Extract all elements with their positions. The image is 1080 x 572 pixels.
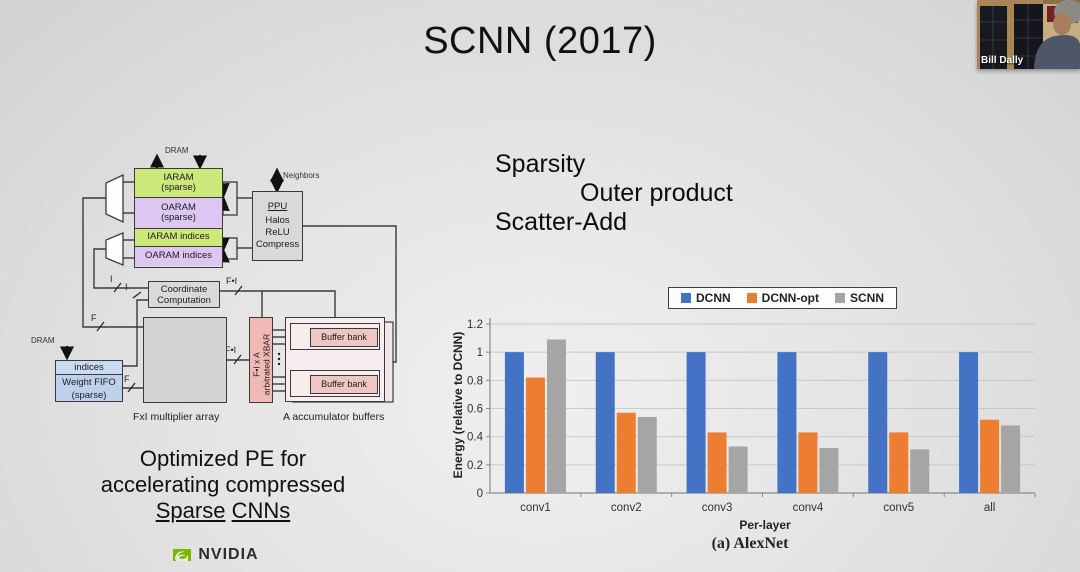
svg-text:0.6: 0.6 bbox=[467, 404, 483, 416]
chart-caption: (a) AlexNet bbox=[711, 535, 789, 552]
legend-swatch-dcnn bbox=[681, 293, 691, 303]
chart-x-axis-label: Per-layer bbox=[739, 518, 791, 532]
wire-label-i-mux: I bbox=[110, 274, 113, 284]
svg-text:0.2: 0.2 bbox=[467, 460, 483, 472]
legend-item-dcnn: DCNN bbox=[681, 291, 731, 305]
svg-text:1.2: 1.2 bbox=[467, 319, 483, 331]
webcam-name-label: Bill Dally bbox=[981, 55, 1024, 66]
bullet-list: Sparsity Outer product Scatter-Add bbox=[495, 150, 733, 237]
legend-item-dcnn-opt: DCNN-opt bbox=[746, 291, 819, 305]
oaram-indices-block: OARAM indices bbox=[135, 247, 222, 266]
multiplier-array-caption: FxI multiplier array bbox=[133, 411, 220, 423]
accumulator-buffers-caption: A accumulator buffers bbox=[283, 411, 385, 423]
xbar-block: F•I x A arbitrated XBAR bbox=[249, 317, 273, 403]
svg-text:0.8: 0.8 bbox=[467, 375, 483, 387]
indices-row: indices bbox=[56, 361, 122, 375]
bullet-outer-product: Outer product bbox=[580, 179, 733, 207]
webcam-video-frame bbox=[977, 0, 1080, 69]
weight-fifo-block: indices Weight FIFO (sparse) bbox=[55, 360, 123, 402]
wire-label-f-fifo: F bbox=[124, 374, 130, 384]
nvidia-wordmark: NVIDIA bbox=[198, 546, 259, 563]
wire-label-fi-array: F•I bbox=[225, 345, 236, 355]
wire-label-f-top: F bbox=[91, 313, 97, 323]
svg-text:conv5: conv5 bbox=[883, 502, 914, 514]
bullet-sparsity: Sparsity bbox=[495, 150, 586, 178]
svg-text:all: all bbox=[984, 502, 996, 514]
svg-text:1: 1 bbox=[477, 347, 483, 359]
wire-label-i-indices: I bbox=[125, 282, 128, 292]
pe-summary-text: Optimized PE for accelerating compressed… bbox=[100, 446, 346, 523]
iaram-indices-block: IARAM indices bbox=[135, 229, 222, 247]
accumulator-buffers-block: Buffer bank Buffer bank bbox=[285, 317, 385, 402]
bullet-scatter-add: Scatter-Add bbox=[495, 208, 628, 236]
dram-top-label: DRAM bbox=[165, 146, 189, 155]
slide-title: SCNN (2017) bbox=[423, 20, 657, 62]
svg-text:conv3: conv3 bbox=[702, 502, 733, 514]
dram-left-label: DRAM bbox=[31, 336, 55, 345]
svg-text:conv2: conv2 bbox=[611, 502, 642, 514]
neighbors-label: Neighbors bbox=[283, 171, 320, 180]
buffer-bank: Buffer bank bbox=[310, 327, 378, 347]
coordinate-computation-block: Coordinate Computation bbox=[148, 281, 220, 308]
webcam-thumbnail[interactable]: Bill Dally bbox=[977, 0, 1080, 69]
accumulator-row: Buffer bank bbox=[290, 323, 380, 350]
legend-swatch-dcnn-opt bbox=[746, 293, 757, 303]
legend-swatch-scnn bbox=[835, 293, 845, 303]
svg-text:0: 0 bbox=[477, 488, 483, 500]
nvidia-logo: NVIDIA bbox=[160, 546, 270, 564]
accumulator-row: Buffer bank bbox=[290, 370, 380, 397]
svg-text:conv1: conv1 bbox=[520, 502, 551, 514]
svg-text:conv4: conv4 bbox=[793, 502, 824, 514]
svg-text:0.4: 0.4 bbox=[467, 432, 484, 444]
oaram-block: OARAM (sparse) bbox=[135, 198, 222, 229]
bar-chart-canvas: 0 0.2 0.4 0.6 0.8 1 1.2 conv1 conv2 conv3 conv4 con… bbox=[467, 318, 1036, 514]
nvidia-eye-icon bbox=[173, 549, 192, 561]
chart-legend: DCNN DCNN-opt SCNN bbox=[668, 287, 898, 309]
buffer-bank: Buffer bank bbox=[310, 374, 378, 394]
legend-item-scnn: SCNN bbox=[835, 291, 884, 305]
multiplier-array-block bbox=[143, 317, 227, 403]
ppu-block: PPU Halos ReLU Compress bbox=[252, 191, 303, 261]
ram-stack: IARAM (sparse) OARAM (sparse) IARAM indi… bbox=[134, 168, 223, 268]
energy-bar-chart: 0 0.2 0.4 0.6 0.8 1 1.2 conv1 conv2 conv3 conv4 con… bbox=[440, 312, 1050, 522]
wire-label-fi-coord: F•I bbox=[226, 276, 237, 286]
iaram-block: IARAM (sparse) bbox=[135, 169, 222, 198]
scnn-architecture-diagram: F I I F F•I F•I bbox=[25, 140, 440, 435]
